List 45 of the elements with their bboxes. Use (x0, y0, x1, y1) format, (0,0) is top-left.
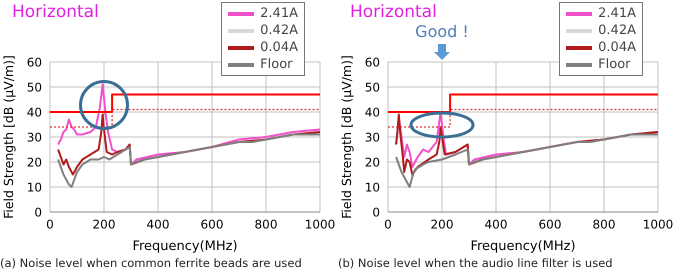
legend-label: Floor (260, 56, 292, 73)
legend-label: 0.04A (260, 39, 298, 56)
y-axis-title: Field Strength [dB (μV/m)] (1, 54, 17, 221)
x-tick-label: 200 (430, 218, 454, 232)
y-tick-label: 50 (26, 80, 42, 94)
x-tick-label: 800 (254, 218, 278, 232)
x-axis-title: Frequency(MHz) (470, 239, 576, 254)
y-tick-label: 0 (34, 205, 42, 220)
legend-label: 2.41A (598, 5, 636, 22)
y-tick-label: 20 (364, 155, 380, 170)
legend-label: 0.42A (260, 22, 298, 39)
y-tick-label: 50 (364, 80, 380, 94)
text: Good ! (414, 22, 470, 41)
y-tick-label: 20 (26, 155, 42, 170)
x-tick-label: 1000 (642, 218, 674, 232)
x-tick-label: 1000 (304, 218, 336, 232)
line-series (57, 134, 320, 188)
y-tick-label: 30 (364, 130, 380, 144)
legend-label: Floor (598, 56, 630, 73)
x-tick-label: 600 (200, 218, 224, 232)
y-axis-title: Field Strength [dB (μV/m)] (339, 54, 355, 221)
x-axis-title: Frequency(MHz) (132, 239, 238, 254)
y-tick-label: 60 (26, 55, 42, 70)
x-tick-label: 200 (92, 218, 116, 232)
text: (b) Noise level when the audio line filter is used (338, 256, 614, 270)
y-tick-label: 10 (364, 180, 380, 194)
x-tick-label: 400 (484, 218, 508, 232)
line-series (395, 134, 658, 188)
legend-label: 0.42A (598, 22, 636, 39)
x-tick-label: 400 (146, 218, 170, 232)
y-tick-label: 40 (26, 105, 42, 120)
legend-label: 0.04A (598, 39, 636, 56)
y-tick-label: 0 (372, 205, 380, 220)
y-tick-label: 40 (364, 105, 380, 120)
chart-title: Horizontal (350, 2, 437, 22)
x-tick-label: 600 (538, 218, 562, 232)
x-tick-label: 800 (592, 218, 616, 232)
y-tick-label: 30 (26, 130, 42, 144)
x-tick-label: 0 (384, 218, 392, 232)
chart-title: Horizontal (12, 2, 99, 22)
y-tick-label: 10 (26, 180, 42, 194)
x-tick-label: 0 (46, 218, 54, 232)
text: (a) Noise level when common ferrite beads are used (0, 256, 302, 270)
y-tick-label: 60 (364, 55, 380, 70)
legend-label: 2.41A (260, 5, 298, 22)
